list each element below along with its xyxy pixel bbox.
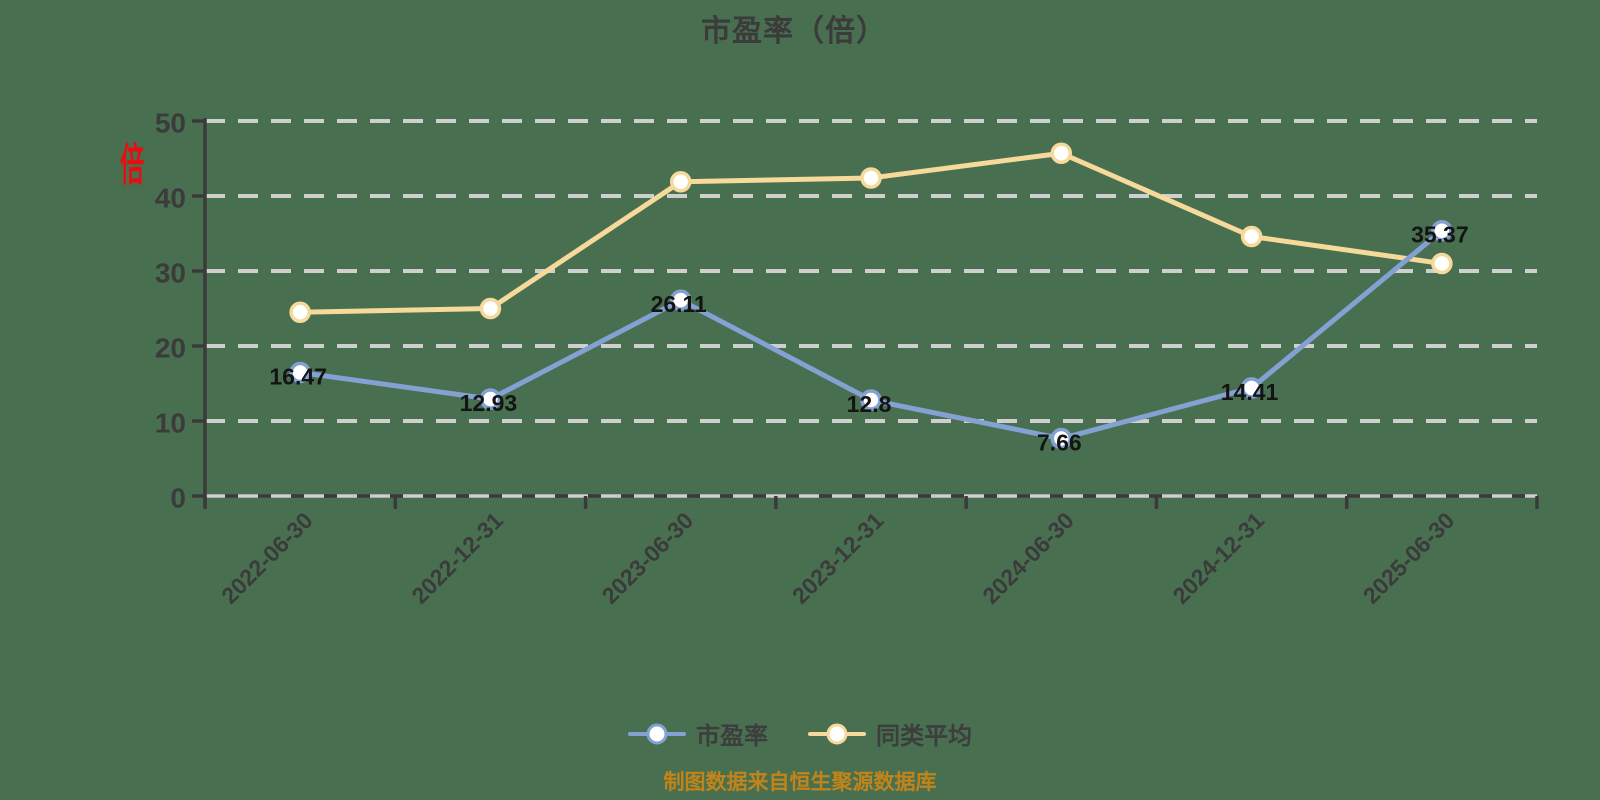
data-label-市盈率-0: 16.47 (269, 363, 327, 389)
data-label-市盈率-2: 26.11 (651, 291, 707, 317)
chart-title: 市盈率（倍） (701, 15, 887, 48)
data-label-市盈率-1: 12.93 (460, 390, 518, 416)
data-point-市盈率-2[interactable] (669, 289, 692, 311)
legend-marker-avg-icon (808, 721, 866, 747)
x-tick-label-2022-06-30: 2022-06-30 (216, 507, 318, 609)
y-tick-label-40: 40 (155, 183, 186, 214)
data-point-市盈率-0[interactable] (289, 361, 311, 384)
data-point-同类平均-0[interactable] (289, 301, 311, 323)
legend-label-pe: 市盈率 (696, 723, 768, 750)
data-source-note: 制图数据来自恒生聚源数据库 (663, 771, 937, 794)
data-point-市盈率-3[interactable] (860, 389, 882, 411)
data-point-市盈率-5[interactable] (1240, 377, 1263, 399)
data-label-市盈率-5: 14.41 (1221, 379, 1279, 405)
data-point-同类平均-2[interactable] (669, 171, 692, 193)
data-point-市盈率-4[interactable] (1050, 427, 1073, 450)
data-point-同类平均-6[interactable] (1431, 252, 1453, 275)
x-tick-label-2024-06-30: 2024-06-30 (977, 507, 1079, 609)
x-tick-label-2024-12-31: 2024-12-31 (1168, 507, 1270, 609)
x-tick-label-2022-12-31: 2022-12-31 (406, 507, 508, 609)
legend-item-avg[interactable]: 同类平均 (808, 716, 972, 751)
data-point-同类平均-5[interactable] (1240, 225, 1263, 248)
y-tick-label-30: 30 (155, 258, 186, 289)
y-axis-unit-label: 倍 (120, 141, 145, 190)
x-tick-label-2023-06-30: 2023-06-30 (597, 507, 699, 609)
y-tick-label-0: 0 (170, 483, 186, 514)
legend-marker-pe-icon (628, 721, 686, 747)
x-tick-label-2025-06-30: 2025-06-30 (1358, 507, 1460, 609)
data-point-同类平均-3[interactable] (860, 167, 882, 189)
y-tick-label-20: 20 (155, 333, 186, 364)
y-tick-label-50: 50 (155, 108, 186, 139)
y-tick-label-10: 10 (155, 408, 186, 439)
data-point-同类平均-1[interactable] (479, 297, 502, 320)
data-point-同类平均-4[interactable] (1050, 142, 1073, 164)
data-label-市盈率-6: 35.37 (1411, 222, 1469, 248)
legend-item-pe[interactable]: 市盈率 (628, 716, 768, 751)
data-label-市盈率-3: 12.8 (847, 391, 892, 417)
x-tick-label-2023-12-31: 2023-12-31 (787, 507, 889, 609)
data-point-市盈率-1[interactable] (479, 388, 502, 410)
legend-label-avg: 同类平均 (876, 723, 972, 750)
data-point-市盈率-6[interactable] (1431, 219, 1453, 242)
data-label-市盈率-4: 7.66 (1037, 430, 1082, 456)
legend: 市盈率 同类平均 (0, 716, 1600, 751)
